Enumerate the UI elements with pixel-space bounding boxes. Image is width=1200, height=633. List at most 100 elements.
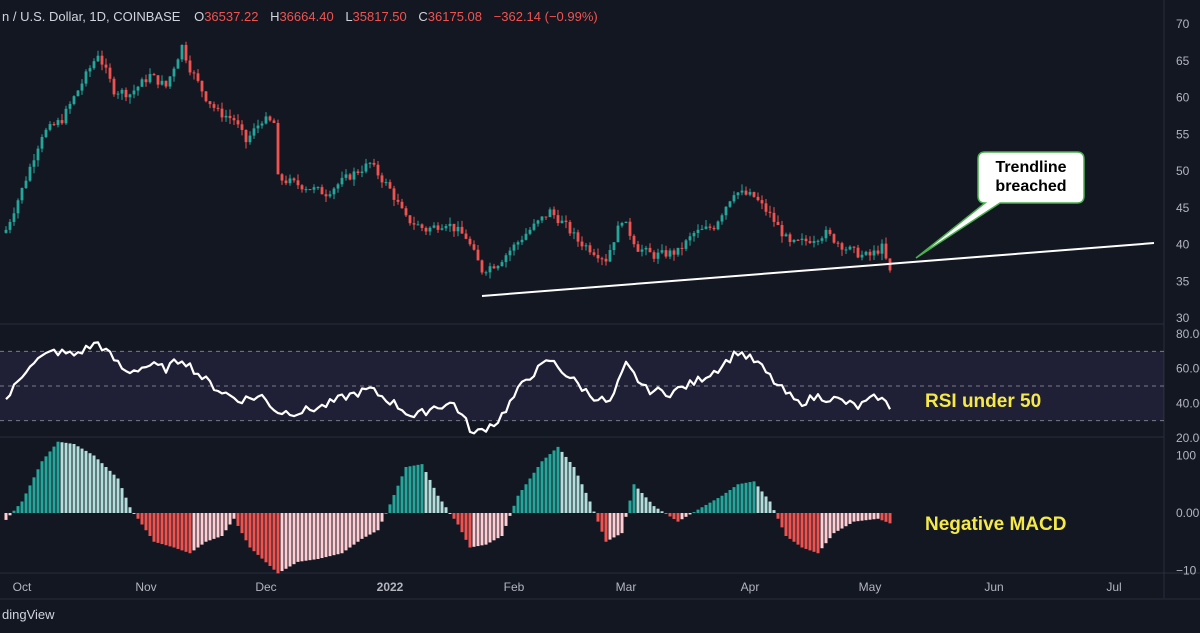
candle-body: [504, 255, 508, 263]
candle-body: [864, 251, 868, 255]
candle-body: [564, 220, 568, 223]
macd-histogram-bar: [308, 513, 312, 561]
macd-histogram-bar: [464, 513, 468, 540]
macd-histogram-bar: [528, 478, 532, 513]
close-value: 36175.08: [428, 9, 482, 24]
macd-histogram-bar: [784, 513, 788, 536]
macd-histogram-bar: [648, 501, 652, 513]
macd-histogram-bar: [840, 513, 844, 529]
macd-histogram-bar: [56, 441, 60, 513]
macd-histogram-bar: [800, 513, 804, 548]
candle-body: [884, 243, 888, 259]
macd-histogram-bar: [228, 513, 232, 525]
macd-histogram-bar: [872, 513, 876, 520]
macd-histogram-bar: [656, 508, 660, 513]
macd-histogram-bar: [572, 467, 576, 513]
rsi-pane: 80.00 60.00 40.00 20.00: [0, 327, 1200, 445]
candle-body: [12, 213, 16, 222]
candle-body: [408, 215, 412, 224]
candle-body: [228, 115, 232, 119]
macd-histogram-bar: [404, 467, 408, 513]
macd-histogram-bar: [788, 513, 792, 539]
macd-histogram-bar: [768, 501, 772, 513]
candle-body: [104, 64, 108, 68]
macd-histogram-bar: [28, 485, 32, 513]
macd-histogram-bar: [700, 507, 704, 513]
candle-body: [272, 120, 276, 123]
macd-histogram-bar: [256, 513, 260, 555]
candle-body: [204, 91, 208, 102]
macd-histogram-bar: [644, 497, 648, 513]
rsi-tick-label: 80.00: [1176, 327, 1200, 341]
macd-histogram-bar: [576, 475, 580, 513]
macd-histogram-bar: [420, 464, 424, 513]
macd-histogram-bar: [212, 513, 216, 539]
macd-histogram-bar: [328, 513, 332, 557]
candle-body: [196, 73, 200, 81]
macd-histogram-bar: [612, 513, 616, 538]
candle-body: [824, 229, 828, 239]
macd-histogram-bar: [564, 456, 568, 513]
candle-body: [828, 229, 832, 235]
candle-body: [832, 234, 836, 243]
candle-body: [568, 222, 572, 234]
candle-body: [700, 228, 704, 230]
candle-body: [812, 241, 816, 243]
macd-histogram-bar: [876, 513, 880, 519]
symbol-label: n / U.S. Dollar, 1D, COINBASE: [2, 9, 181, 24]
candle-body: [108, 67, 112, 79]
candle-body: [552, 209, 556, 216]
candle-body: [212, 104, 216, 108]
macd-histogram-bar: [260, 513, 264, 559]
macd-histogram-bar: [248, 513, 252, 548]
macd-histogram-bar: [164, 513, 168, 546]
macd-histogram-bar: [620, 513, 624, 534]
candle-body: [432, 225, 436, 228]
time-tick-label: 2022: [377, 580, 404, 594]
candle-body: [48, 124, 52, 130]
candle-body: [76, 90, 80, 97]
macd-histogram-bar: [48, 451, 52, 513]
macd-histogram-bar: [448, 513, 452, 514]
candle-body: [440, 228, 444, 230]
macd-histogram-bar: [820, 513, 824, 549]
macd-histogram-bar: [32, 477, 36, 513]
candle-body: [140, 79, 144, 87]
macd-histogram-bar: [436, 495, 440, 513]
macd-histogram-bar: [108, 470, 112, 513]
candle-body: [400, 201, 404, 209]
macd-histogram-bar: [684, 513, 688, 517]
macd-histogram-bar: [64, 442, 68, 513]
candle-body: [208, 101, 212, 105]
candle-body: [868, 251, 872, 256]
candle-body: [292, 178, 296, 181]
macd-histogram-bar: [492, 513, 496, 541]
macd-histogram-bar: [380, 513, 384, 522]
time-tick-label: Dec: [255, 580, 276, 594]
macd-histogram-bar: [580, 484, 584, 513]
macd-histogram-bar: [184, 513, 188, 552]
candle-body: [748, 192, 752, 195]
candle-body: [600, 258, 604, 260]
macd-histogram-bar: [416, 464, 420, 513]
candle-body: [556, 215, 560, 224]
candle-body: [392, 188, 396, 200]
macd-histogram-bar: [336, 513, 340, 555]
open-label: O: [194, 9, 204, 24]
candle-body: [284, 180, 288, 184]
candle-body: [732, 195, 736, 202]
candle-body: [296, 180, 300, 186]
macd-histogram-bar: [204, 513, 208, 542]
candle-body: [288, 178, 292, 184]
candle-body: [200, 80, 204, 92]
candle-body: [276, 122, 280, 175]
macd-histogram-bar: [364, 513, 368, 537]
candle-body: [128, 94, 132, 98]
macd-histogram-bar: [348, 513, 352, 548]
candle-body: [4, 229, 8, 233]
macd-histogram-bar: [324, 513, 328, 558]
macd-histogram-bar: [816, 513, 820, 554]
candle-body: [164, 80, 168, 87]
candle-body: [540, 216, 544, 221]
candle-body: [336, 184, 340, 189]
